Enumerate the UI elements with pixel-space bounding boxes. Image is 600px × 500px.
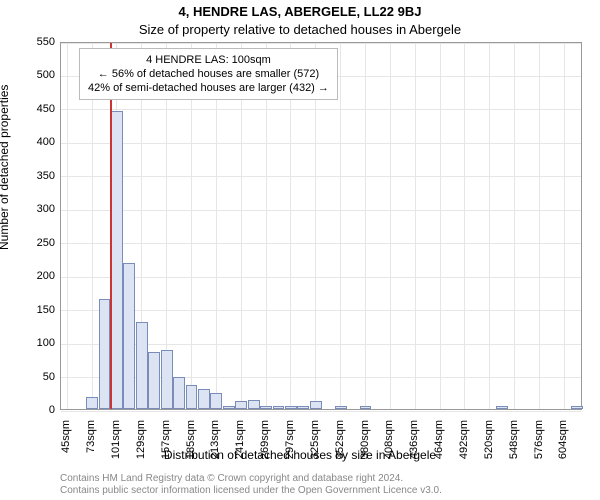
bar [297, 406, 309, 409]
y-tick-label: 50 [15, 371, 55, 383]
chart-title-line2: Size of property relative to detached ho… [0, 22, 600, 37]
attribution-line2: Contains public sector information licen… [60, 485, 442, 496]
x-tick-label: 157sqm [160, 420, 172, 470]
y-tick-label: 200 [15, 270, 55, 282]
annotation-line1: 4 HENDRE LAS: 100sqm [88, 53, 329, 67]
bar [360, 406, 372, 409]
x-tick-label: 129sqm [135, 420, 147, 470]
bar [335, 406, 347, 409]
annotation-line3: 42% of semi-detached houses are larger (… [88, 81, 329, 95]
gridline-h [61, 277, 581, 278]
gridline-v [539, 43, 540, 409]
x-tick-label: 101sqm [110, 420, 122, 470]
gridline-h [61, 176, 581, 177]
gridline-h [61, 143, 581, 144]
y-tick-label: 250 [15, 237, 55, 249]
bar [285, 406, 297, 409]
bar [161, 350, 173, 409]
gridline-h [61, 411, 581, 412]
bar [310, 401, 322, 409]
x-tick-label: 520sqm [483, 420, 495, 470]
bar [99, 299, 111, 409]
bar [198, 389, 210, 409]
x-tick-label: 436sqm [408, 420, 420, 470]
gridline-v [67, 43, 68, 409]
annotation-line2: ← 56% of detached houses are smaller (57… [88, 67, 329, 81]
gridline-v [440, 43, 441, 409]
bar [186, 385, 198, 409]
y-tick-label: 450 [15, 103, 55, 115]
x-tick-label: 548sqm [508, 420, 520, 470]
bar [260, 406, 272, 409]
bar [248, 400, 260, 409]
bar [123, 263, 135, 409]
y-tick-label: 300 [15, 203, 55, 215]
y-tick-label: 350 [15, 170, 55, 182]
bar [273, 406, 285, 409]
x-tick-label: 464sqm [433, 420, 445, 470]
bar [136, 322, 148, 409]
attribution-line1: Contains HM Land Registry data © Crown c… [60, 473, 403, 484]
x-tick-label: 492sqm [458, 420, 470, 470]
x-tick-label: 269sqm [259, 420, 271, 470]
x-tick-label: 213sqm [209, 420, 221, 470]
gridline-h [61, 310, 581, 311]
x-tick-label: 576sqm [533, 420, 545, 470]
x-tick-label: 380sqm [359, 420, 371, 470]
gridline-v [415, 43, 416, 409]
gridline-h [61, 243, 581, 244]
gridline-v [340, 43, 341, 409]
y-tick-label: 400 [15, 136, 55, 148]
x-tick-label: 297sqm [284, 420, 296, 470]
x-tick-label: 604sqm [557, 420, 569, 470]
x-tick-label: 45sqm [60, 420, 72, 470]
x-tick-label: 352sqm [334, 420, 346, 470]
bar [210, 393, 222, 409]
x-tick-label: 408sqm [383, 420, 395, 470]
x-tick-label: 241sqm [234, 420, 246, 470]
gridline-v [489, 43, 490, 409]
y-tick-label: 550 [15, 36, 55, 48]
gridline-h [61, 210, 581, 211]
y-tick-label: 0 [15, 404, 55, 416]
x-tick-label: 325sqm [309, 420, 321, 470]
bar [235, 401, 247, 409]
bar [111, 111, 123, 409]
bar [86, 397, 98, 409]
bar [571, 406, 583, 409]
bar [223, 406, 235, 409]
gridline-h [61, 43, 581, 44]
y-tick-label: 150 [15, 304, 55, 316]
gridline-h [61, 109, 581, 110]
y-tick-label: 100 [15, 337, 55, 349]
gridline-v [514, 43, 515, 409]
gridline-v [564, 43, 565, 409]
y-tick-label: 500 [15, 69, 55, 81]
x-tick-label: 73sqm [85, 420, 97, 470]
gridline-v [464, 43, 465, 409]
x-tick-label: 185sqm [185, 420, 197, 470]
y-axis-label: Number of detached properties [0, 85, 11, 250]
gridline-v [390, 43, 391, 409]
chart-title-line1: 4, HENDRE LAS, ABERGELE, LL22 9BJ [0, 4, 600, 19]
bar [496, 406, 508, 409]
gridline-v [365, 43, 366, 409]
bar [148, 352, 160, 409]
bar [173, 377, 185, 409]
annotation-box: 4 HENDRE LAS: 100sqm ← 56% of detached h… [79, 48, 338, 100]
